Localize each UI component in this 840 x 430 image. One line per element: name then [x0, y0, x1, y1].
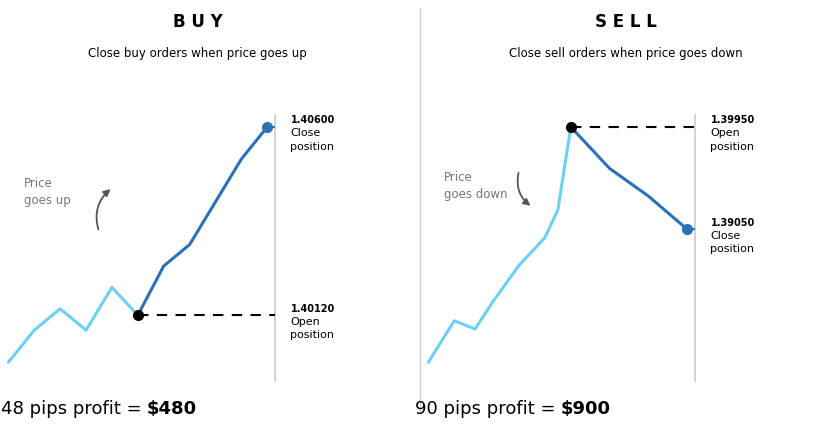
Text: 1.39950: 1.39950 [711, 115, 754, 126]
Text: 1.40600: 1.40600 [291, 115, 334, 126]
FancyArrowPatch shape [97, 190, 109, 230]
Text: $480: $480 [147, 399, 197, 418]
Text: Close sell orders when price goes down: Close sell orders when price goes down [509, 47, 743, 60]
FancyArrowPatch shape [517, 173, 529, 205]
Text: Open
position: Open position [291, 317, 334, 340]
Text: B U Y: B U Y [172, 13, 223, 31]
Text: S E L L: S E L L [595, 13, 657, 31]
Text: $900: $900 [561, 399, 612, 418]
Text: Close
position: Close position [711, 231, 754, 254]
Text: Price
goes up: Price goes up [24, 177, 71, 207]
Text: Close buy orders when price goes up: Close buy orders when price goes up [88, 47, 307, 60]
Text: Price
goes down: Price goes down [444, 171, 507, 201]
Text: Open
position: Open position [711, 129, 754, 152]
Text: 1.40120: 1.40120 [291, 304, 334, 313]
Text: 90 pips profit =: 90 pips profit = [415, 399, 561, 418]
Text: Close
position: Close position [291, 129, 334, 152]
Text: 1.39050: 1.39050 [711, 218, 754, 228]
Text: 48 pips profit =: 48 pips profit = [1, 399, 147, 418]
